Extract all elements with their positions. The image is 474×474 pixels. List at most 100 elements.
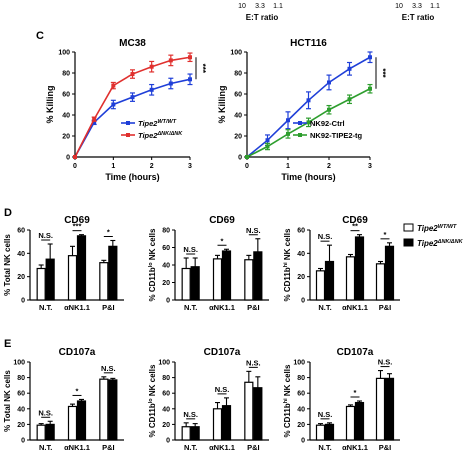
y-tick-label: 100	[293, 360, 305, 367]
y-axis-label: % CD11blo NK cells	[148, 228, 157, 301]
y-label-main: % CD11b	[148, 403, 157, 437]
bar-wt	[99, 262, 109, 301]
y-tick-label: 80	[162, 228, 170, 235]
y-label-tail: NK cells	[148, 228, 157, 262]
data-point	[265, 144, 270, 149]
data-point	[188, 77, 192, 82]
y-tick-label: 80	[297, 375, 305, 382]
sig-label: N.S.	[101, 364, 116, 373]
bar-dnk	[324, 260, 335, 301]
data-point	[306, 98, 311, 103]
data-point	[168, 81, 173, 86]
chart-title: MC38	[119, 38, 146, 49]
bar-dnk	[253, 251, 263, 301]
category-label: αNK1.1	[209, 443, 235, 452]
sig-label: N.S.	[378, 358, 393, 367]
bar-dnk	[76, 400, 87, 441]
category-label: αNK1.1	[209, 303, 235, 312]
frag-right-tick-3: 1.1	[430, 3, 440, 10]
frag-right-label: E:T ratio	[402, 13, 435, 22]
y-tick-label: 20	[62, 134, 70, 141]
sig-label: N.S.	[215, 385, 230, 394]
y-tick-label: 100	[13, 360, 25, 367]
sig-label: *	[107, 228, 110, 237]
sig-label: *	[221, 236, 224, 245]
bar-wt	[375, 263, 386, 301]
bar-dnk	[354, 236, 365, 301]
y-tick-label: 60	[234, 92, 242, 99]
y-tick-label: 40	[297, 406, 305, 413]
category-label: N.T.	[318, 443, 331, 452]
bar-chart-e1: CD107a 0 20 40 60 80 100% Total NK cells N.T. N.…	[3, 347, 124, 452]
data-point	[130, 95, 135, 100]
y-tick-label: 80	[17, 375, 25, 382]
y-label-sup: hi	[283, 398, 289, 403]
chart-title: HCT116	[290, 38, 327, 49]
sig-label: N.S.	[318, 232, 333, 241]
sig-label: N.S.	[38, 408, 53, 417]
data-point	[347, 97, 352, 102]
y-tick-label: 0	[66, 155, 70, 162]
y-tick-label: 20	[17, 422, 25, 429]
category-label: N.T.	[39, 443, 52, 452]
frag-right-tick-2: 3.3	[412, 3, 422, 10]
legend-dnk-name: Tipe2	[417, 239, 438, 248]
bar-wt	[67, 255, 78, 301]
y-axis-label: % CD11bhi NK cells	[283, 228, 292, 301]
y-label-tail: NK cells	[283, 364, 292, 398]
chart-title: CD107a	[337, 347, 374, 358]
sig-label: **	[352, 222, 358, 231]
category-label: P&I	[379, 303, 392, 312]
category-label: P&I	[102, 443, 115, 452]
sig-label: *	[384, 230, 387, 239]
data-point	[130, 72, 135, 77]
legend-dnk-label: Tipe2ΔNK/ΔNK	[417, 239, 464, 248]
x-tick-label: 2	[327, 163, 331, 170]
series-0	[73, 73, 193, 159]
legend-wt-name: Tipe2	[417, 224, 438, 233]
y-tick-label: 40	[62, 113, 70, 120]
y-tick-label: 60	[162, 391, 170, 398]
top-fragment: 10 3.3 1.1 E:T ratio 10 3.3 1.1 E:T rati…	[238, 3, 440, 22]
y-label-main: % CD11b	[148, 267, 157, 301]
chart-title: CD69	[209, 215, 235, 226]
panel-letter-d: D	[4, 207, 12, 219]
category-label: P&I	[247, 303, 260, 312]
category-label: N.T.	[184, 303, 197, 312]
data-point	[111, 102, 116, 107]
sig-label: ***	[378, 68, 387, 78]
y-tick-label: 80	[62, 71, 70, 78]
y-tick-label: 20	[297, 274, 305, 281]
x-tick-label: 2	[150, 163, 154, 170]
y-label-sup: hi	[283, 262, 289, 267]
sig-label: N.S.	[183, 410, 198, 419]
legend-marker	[298, 121, 302, 125]
y-label-tail: NK cells	[148, 364, 157, 398]
legend-label: NK92-Ctrl	[310, 119, 345, 128]
y-tick-label: 60	[62, 92, 70, 99]
legend-name: NK92-Ctrl	[310, 119, 345, 128]
data-point	[73, 155, 77, 159]
x-tick-label: 3	[368, 163, 372, 170]
legend-name: NK92-TIPE2-tg	[310, 131, 363, 140]
y-label-sup: lo	[148, 262, 154, 268]
y-tick-label: 0	[301, 298, 305, 305]
bar-dnk	[108, 245, 118, 301]
chart-title: CD69	[342, 215, 368, 226]
y-tick-label: 60	[162, 245, 170, 252]
bar-wt	[181, 426, 191, 441]
series-1	[245, 83, 373, 159]
y-tick-label: 100	[230, 50, 242, 57]
bar-dnk	[324, 423, 335, 441]
line-chart-c2: HCT116 0 20 40 60 80 100 0 1 2 3 Time (hours) % Kill…	[217, 38, 387, 182]
bar-wt	[244, 381, 254, 441]
x-tick-label: 0	[73, 163, 77, 170]
data-point	[92, 117, 97, 122]
y-tick-label: 20	[297, 422, 305, 429]
x-tick-label: 0	[245, 163, 249, 170]
y-label-tail: NK cells	[283, 228, 292, 262]
data-point	[245, 155, 249, 159]
category-label: N.T.	[184, 443, 197, 452]
data-point	[306, 120, 311, 125]
